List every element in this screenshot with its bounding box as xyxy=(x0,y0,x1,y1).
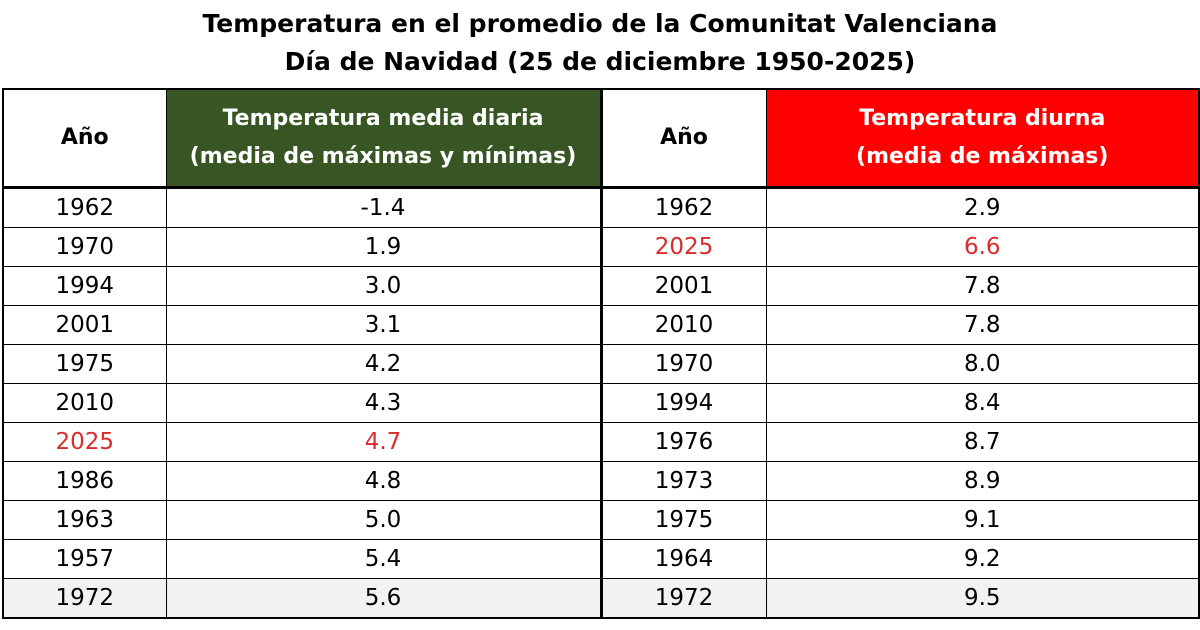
cell-mean-temperature: 4.2 xyxy=(165,344,603,384)
cell-mean-temperature: 3.0 xyxy=(165,266,603,306)
cell-year-right: 2025 xyxy=(600,227,767,267)
cell-mean-temperature: 5.0 xyxy=(165,500,603,540)
cell-day-temperature: 7.8 xyxy=(765,266,1200,306)
cell-year-right: 1972 xyxy=(600,578,767,619)
cell-year-left: 1962 xyxy=(2,187,167,228)
header-mean-temperature: Temperatura media diaria (media de máxim… xyxy=(165,88,603,189)
title-block: Temperatura en el promedio de la Comunit… xyxy=(0,0,1200,88)
cell-year-right: 1976 xyxy=(600,422,767,462)
cell-mean-temperature: 4.7 xyxy=(165,422,603,462)
header-day-line1: Temperatura diurna xyxy=(859,106,1106,131)
table-row: 1962 -1.4 1962 2.9 xyxy=(2,187,1200,228)
table-row: 2001 3.1 2010 7.8 xyxy=(2,305,1200,345)
table-row: 1963 5.0 1975 9.1 xyxy=(2,500,1200,540)
cell-mean-temperature: -1.4 xyxy=(165,187,603,228)
cell-year-left: 1994 xyxy=(2,266,167,306)
header-mean-line2: (media de máximas y mínimas) xyxy=(189,144,577,169)
table-row: 1975 4.2 1970 8.0 xyxy=(2,344,1200,384)
table-row: 1994 3.0 2001 7.8 xyxy=(2,266,1200,306)
cell-day-temperature: 8.0 xyxy=(765,344,1200,384)
table-row: 1972 5.6 1972 9.5 xyxy=(2,578,1200,619)
cell-year-left: 1970 xyxy=(2,227,167,267)
cell-year-left: 2010 xyxy=(2,383,167,423)
cell-mean-temperature: 4.8 xyxy=(165,461,603,501)
table-row: 2025 4.7 1976 8.7 xyxy=(2,422,1200,462)
header-year-right: Año xyxy=(600,88,767,189)
cell-mean-temperature: 4.3 xyxy=(165,383,603,423)
cell-year-left: 1972 xyxy=(2,578,167,619)
cell-year-left: 2025 xyxy=(2,422,167,462)
table-header-row: Año Temperatura media diaria (media de m… xyxy=(2,88,1200,189)
cell-day-temperature: 8.7 xyxy=(765,422,1200,462)
cell-year-right: 1994 xyxy=(600,383,767,423)
table-row: 2010 4.3 1994 8.4 xyxy=(2,383,1200,423)
header-year-left: Año xyxy=(2,88,167,189)
cell-year-right: 2010 xyxy=(600,305,767,345)
page-title: Temperatura en el promedio de la Comunit… xyxy=(202,9,998,38)
cell-day-temperature: 9.1 xyxy=(765,500,1200,540)
header-day-line2: (media de máximas) xyxy=(856,144,1109,169)
cell-day-temperature: 6.6 xyxy=(765,227,1200,267)
cell-day-temperature: 2.9 xyxy=(765,187,1200,228)
cell-year-left: 1986 xyxy=(2,461,167,501)
table-body: 1962 -1.4 1962 2.9 1970 1.9 2025 6.6 1994 3.0 2001… xyxy=(2,187,1200,619)
page-subtitle: Día de Navidad (25 de diciembre 1950-202… xyxy=(284,47,916,76)
table-row: 1957 5.4 1964 9.2 xyxy=(2,539,1200,579)
header-mean-line1: Temperatura media diaria xyxy=(222,106,544,131)
cell-day-temperature: 8.9 xyxy=(765,461,1200,501)
temperature-table: Año Temperatura media diaria (media de m… xyxy=(2,88,1200,619)
table-row: 1970 1.9 2025 6.6 xyxy=(2,227,1200,267)
cell-year-left: 1957 xyxy=(2,539,167,579)
cell-mean-temperature: 1.9 xyxy=(165,227,603,267)
cell-mean-temperature: 5.4 xyxy=(165,539,603,579)
cell-day-temperature: 7.8 xyxy=(765,305,1200,345)
cell-year-left: 1963 xyxy=(2,500,167,540)
cell-year-right: 1975 xyxy=(600,500,767,540)
cell-day-temperature: 9.5 xyxy=(765,578,1200,619)
cell-year-right: 2001 xyxy=(600,266,767,306)
cell-year-left: 2001 xyxy=(2,305,167,345)
header-day-temperature: Temperatura diurna (media de máximas) xyxy=(765,88,1200,189)
cell-day-temperature: 9.2 xyxy=(765,539,1200,579)
cell-day-temperature: 8.4 xyxy=(765,383,1200,423)
cell-mean-temperature: 3.1 xyxy=(165,305,603,345)
cell-year-right: 1962 xyxy=(600,187,767,228)
cell-year-right: 1973 xyxy=(600,461,767,501)
table-row: 1986 4.8 1973 8.9 xyxy=(2,461,1200,501)
cell-year-right: 1964 xyxy=(600,539,767,579)
cell-mean-temperature: 5.6 xyxy=(165,578,603,619)
cell-year-left: 1975 xyxy=(2,344,167,384)
cell-year-right: 1970 xyxy=(600,344,767,384)
